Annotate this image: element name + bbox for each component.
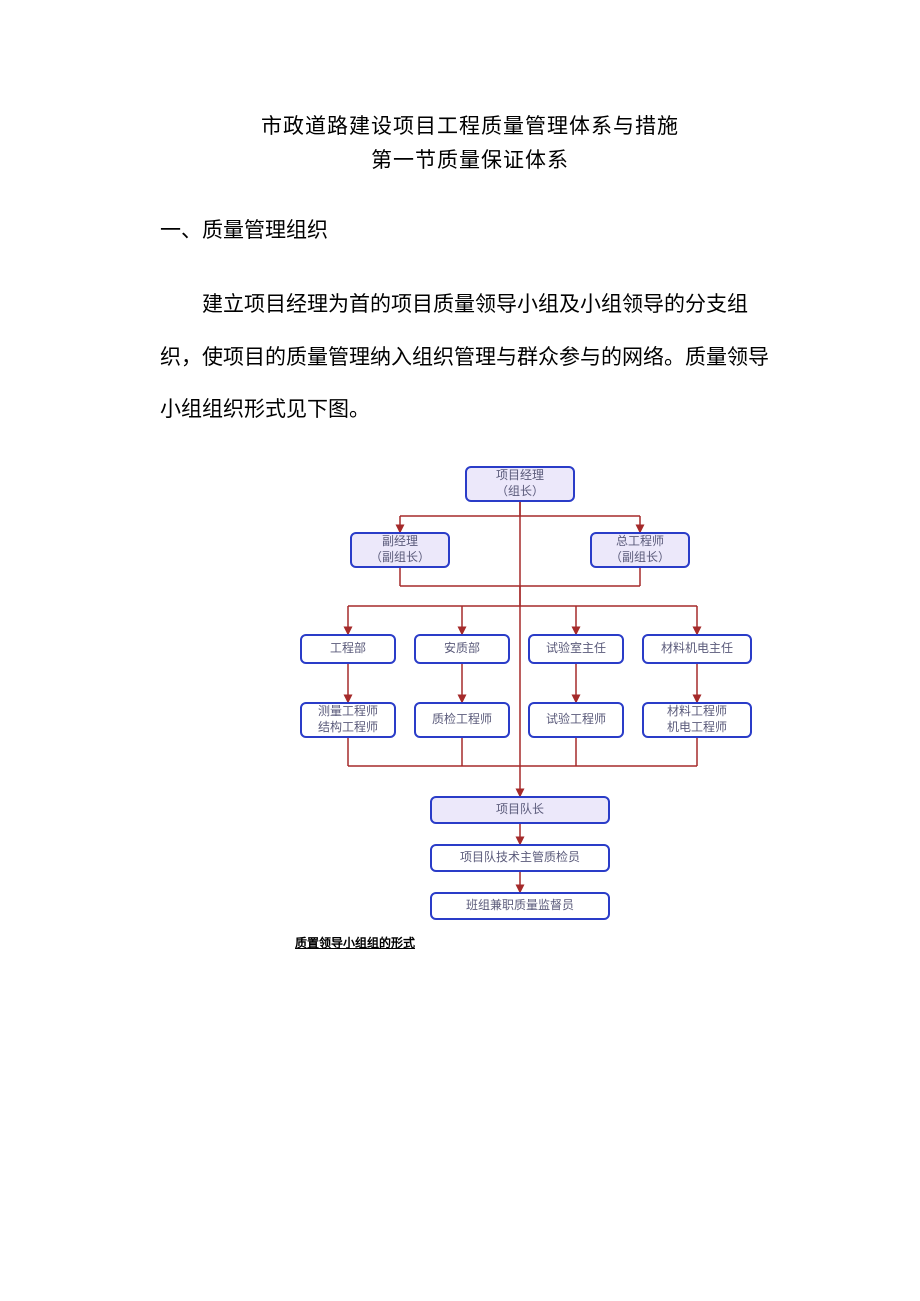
flowchart-node-n_lead: 项目队长: [430, 796, 610, 824]
flowchart-node-n_test: 试验工程师: [528, 702, 624, 738]
title-line2: 第一节质量保证体系: [160, 144, 780, 174]
flowchart-node-n_mat: 材料机电主任: [642, 634, 752, 664]
flowchart-node-n_eng: 工程部: [300, 634, 396, 664]
body-paragraph: 建立项目经理为首的项目质量领导小组及小组领导的分支组织，使项目的质量管理纳入组织…: [160, 278, 780, 436]
flowchart-node-n_vm: 副经理（副组长）: [350, 532, 450, 568]
flowchart-node-n_surv: 测量工程师结构工程师: [300, 702, 396, 738]
flowchart-node-n_qc: 质检工程师: [414, 702, 510, 738]
flowchart-node-n_me: 材料工程师机电工程师: [642, 702, 752, 738]
flowchart-node-n_team: 班组兼职质量监督员: [430, 892, 610, 920]
flowchart-node-n_pm: 项目经理（组长）: [465, 466, 575, 502]
diagram-caption: 质置领导小组组的形式: [295, 934, 415, 951]
section-heading: 一、质量管理组织: [160, 214, 780, 244]
flowchart-node-n_lab: 试验室主任: [528, 634, 624, 664]
doc-title: 市政道路建设项目工程质量管理体系与措施 第一节质量保证体系: [160, 110, 780, 174]
flowchart-node-n_sq: 安质部: [414, 634, 510, 664]
flowchart-node-n_ce: 总工程师（副组长）: [590, 532, 690, 568]
flowchart-node-n_tech: 项目队技术主管质检员: [430, 844, 610, 872]
title-line1: 市政道路建设项目工程质量管理体系与措施: [160, 110, 780, 140]
org-flowchart: 项目经理（组长） 副经理（副组长） 总工程师（副组长） 工程部安质部试验室主任材料机电…: [240, 466, 800, 966]
